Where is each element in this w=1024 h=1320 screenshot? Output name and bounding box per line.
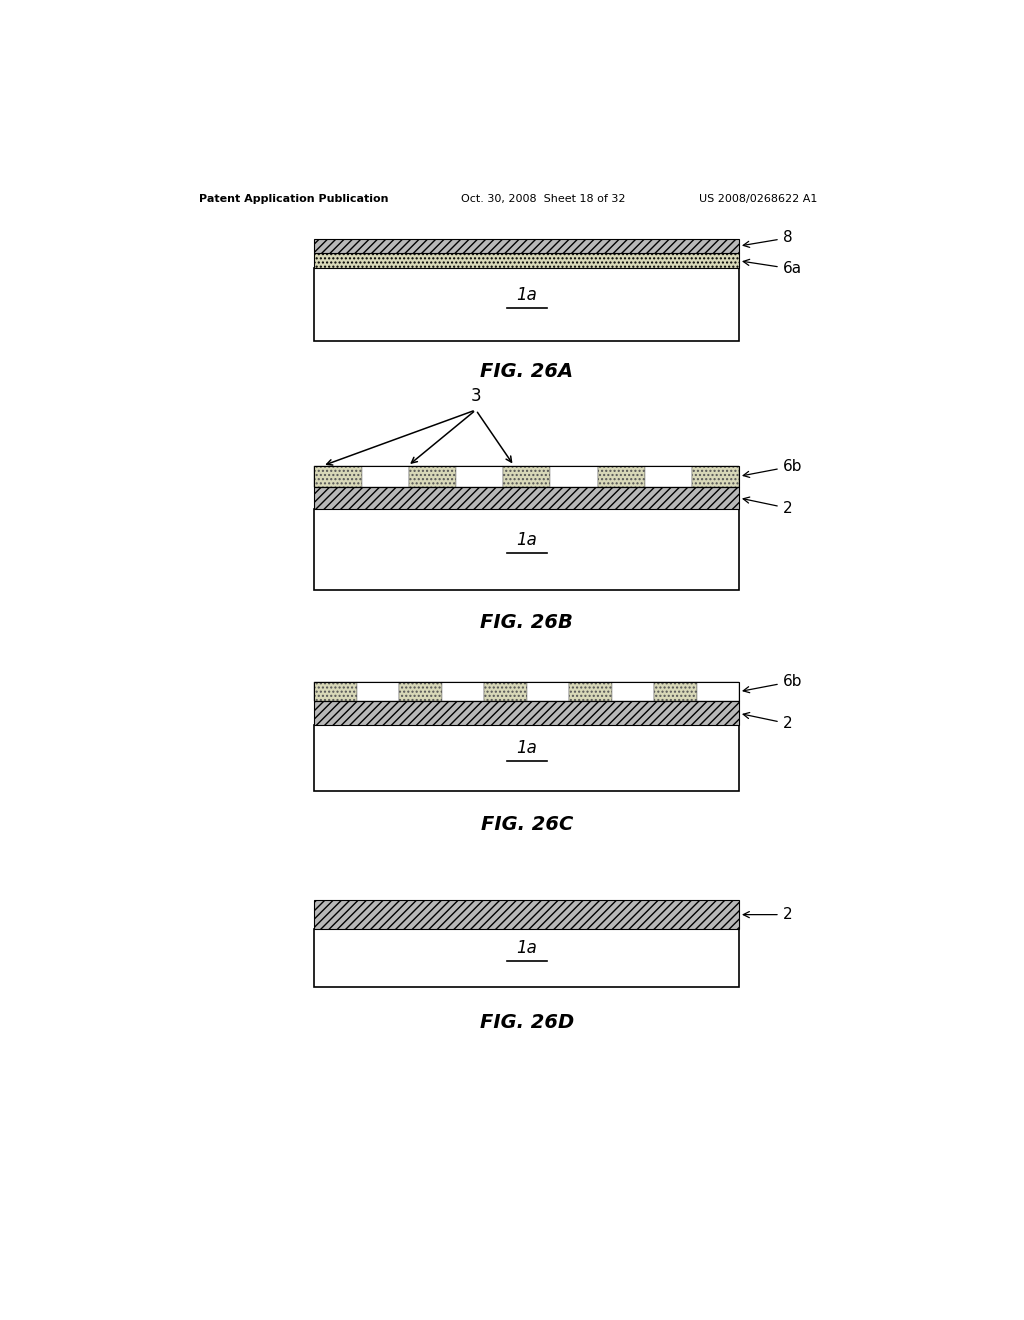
Bar [611,682,654,701]
Bar [526,682,569,701]
Bar [399,682,442,701]
Bar [314,929,739,987]
Text: Oct. 30, 2008  Sheet 18 of 32: Oct. 30, 2008 Sheet 18 of 32 [461,194,626,205]
Bar [692,466,739,487]
Bar [314,487,739,510]
Bar [314,682,357,701]
Bar [654,682,696,701]
Bar [314,701,739,726]
Text: US 2008/0268622 A1: US 2008/0268622 A1 [699,194,818,205]
Text: 3: 3 [470,387,481,405]
Bar [314,466,361,487]
Bar [484,682,526,701]
Bar [314,466,739,487]
Text: 2: 2 [743,498,793,516]
Bar [314,268,739,342]
Bar [645,466,692,487]
Text: 6b: 6b [743,458,802,478]
Text: Patent Application Publication: Patent Application Publication [200,194,389,205]
Text: 1a: 1a [516,285,538,304]
Text: 2: 2 [743,907,793,923]
Text: FIG. 26C: FIG. 26C [480,814,572,834]
Text: FIG. 26D: FIG. 26D [479,1012,573,1032]
Text: FIG. 26A: FIG. 26A [480,363,573,381]
Bar [409,466,456,487]
Text: 1a: 1a [516,531,538,549]
Text: FIG. 26B: FIG. 26B [480,614,573,632]
Bar [357,682,399,701]
Bar [503,466,550,487]
Bar [361,466,409,487]
Bar [550,466,598,487]
Bar [314,900,739,929]
Bar [569,682,611,701]
Text: 8: 8 [743,231,793,247]
Bar [314,682,739,701]
Bar [696,682,739,701]
Bar [456,466,503,487]
Bar [314,510,739,590]
Text: 1a: 1a [516,939,538,957]
Bar [314,253,739,268]
Text: 6a: 6a [743,259,802,276]
Bar [598,466,645,487]
Text: 1a: 1a [516,739,538,756]
Bar [442,682,484,701]
Text: 6b: 6b [743,675,802,693]
Text: 2: 2 [743,713,793,731]
Bar [314,239,739,253]
Bar [314,726,739,791]
